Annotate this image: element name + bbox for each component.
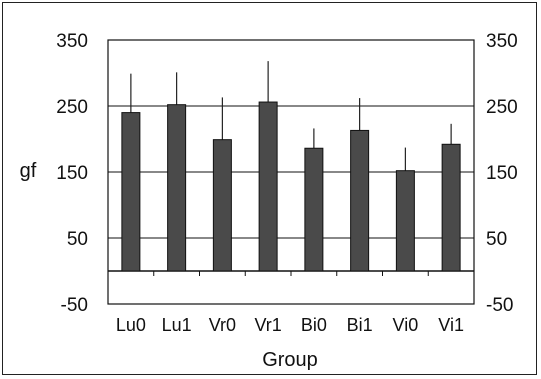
y-tick-label-right: -50 [486,295,513,316]
bar [350,129,370,272]
y-tick-label-right: 50 [486,229,507,250]
x-tick-label: Bi0 [301,315,327,335]
x-tick-label: Vi1 [438,315,464,335]
bar [304,147,324,272]
y-tick-label-right: 350 [486,31,518,52]
bar [167,104,187,272]
y-tick-label-left: 150 [56,163,88,184]
y-tick-label-right: 150 [486,163,518,184]
y-tick-label-left: 250 [56,97,88,118]
bar [441,143,461,272]
y-tick-label-left: 350 [56,31,88,52]
bar [212,139,232,272]
bar [121,112,141,272]
y-axis-label: gf [20,160,37,182]
x-tick-label: Lu0 [116,315,146,335]
bar [258,101,278,272]
y-tick-label-left: 50 [67,229,88,250]
x-tick-label: Lu1 [162,315,192,335]
x-tick-label: Vr1 [254,315,281,335]
y-tick-label-left: -50 [61,295,88,316]
y-tick-label-right: 250 [486,97,518,118]
x-tick-label: Vi0 [393,315,419,335]
plot-area: 350 350 250 250 150 150 50 50 -50 -50 Lu0 Lu1 Vr0 Vr1… [56,31,517,335]
bar [395,170,415,272]
x-tick-label: Bi1 [347,315,373,335]
x-tick-label: Vr0 [209,315,236,335]
x-axis-label: Group [262,349,318,371]
